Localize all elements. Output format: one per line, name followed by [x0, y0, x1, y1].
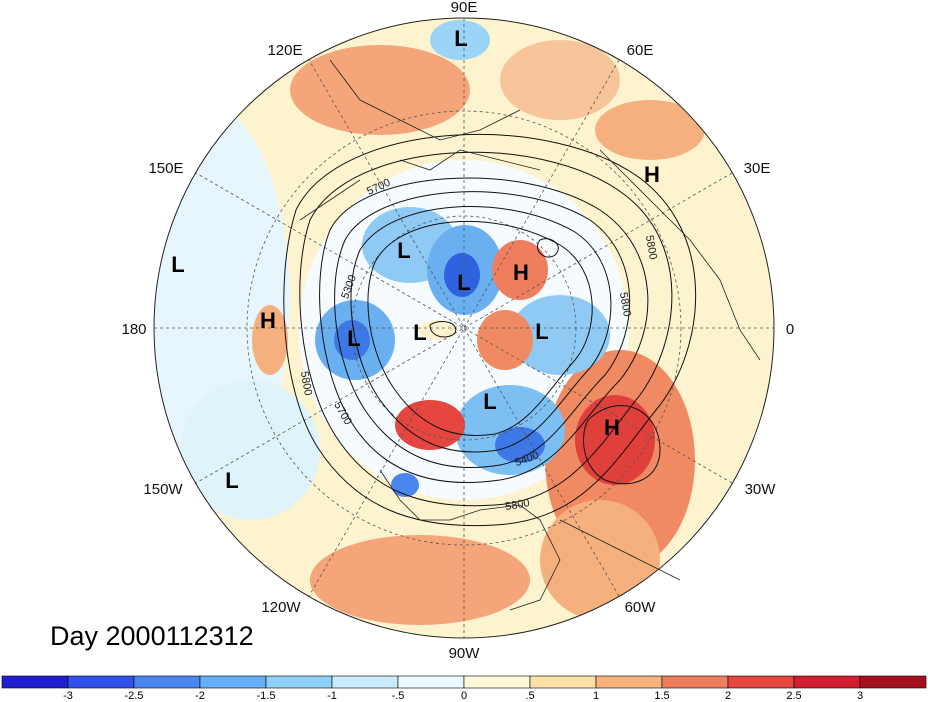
colorbar-tick-label: -3: [63, 690, 73, 702]
colorbar-swatch: [529, 675, 597, 689]
lon-label-120w: 120W: [261, 599, 301, 616]
coastlines: [299, 59, 761, 611]
pressure-centers: L H L L L H H L L L L H L L: [171, 26, 660, 493]
colorbar-swatch: [859, 675, 927, 689]
low-center: L: [457, 270, 470, 295]
colorbar-tick-label: -2.5: [125, 690, 144, 702]
colorbar-tick-label: -1.5: [257, 690, 276, 702]
longitude-labels: 90E 60E 30E 0 30W 60W 90W 120W 150W 180 …: [121, 0, 794, 662]
colorbar-swatch: [793, 675, 861, 689]
colorbar-tick-label: .5: [525, 690, 534, 702]
colorbar-swatch: [133, 675, 201, 689]
contour-label: 5800: [504, 497, 530, 513]
contour-label: 5800: [298, 370, 314, 396]
high-center: H: [513, 260, 529, 285]
colorbar-tick-label: -2: [195, 690, 205, 702]
colorbar-swatch: [1, 675, 69, 689]
high-center: H: [644, 162, 660, 187]
low-center: L: [535, 319, 548, 344]
lon-label-90e: 90E: [451, 0, 478, 16]
colorbar-tick-label: 1.5: [654, 690, 669, 702]
colorbar-tick-label: 2.5: [786, 690, 801, 702]
height-contours: [283, 133, 697, 527]
colorbar-tick-label: 2: [725, 690, 731, 702]
lon-label-150w: 150W: [143, 481, 183, 498]
low-center: L: [397, 238, 410, 263]
contour-label: 5800: [617, 291, 633, 317]
colorbar: -3 -2.5 -2 -1.5 -1 -.5 0 .5 1 1.5 2 2.5 3: [1, 675, 927, 702]
colorbar-swatch: [397, 675, 465, 689]
colorbar-swatch: [199, 675, 267, 689]
high-center: H: [260, 308, 276, 333]
day-title: Day 2000112312: [50, 621, 254, 651]
lon-label-30e: 30E: [744, 160, 771, 177]
lon-label-90w: 90W: [449, 645, 481, 662]
colorbar-swatch: [595, 675, 663, 689]
colorbar-swatch: [727, 675, 795, 689]
lon-label-150e: 150E: [148, 160, 183, 177]
lon-label-180: 180: [121, 321, 146, 338]
colorbar-tick-label: -.5: [392, 690, 405, 702]
low-center: L: [225, 468, 238, 493]
lon-label-120e: 120E: [267, 42, 302, 59]
contour-label: 5800: [643, 234, 659, 260]
colorbar-tick-label: 1: [593, 690, 599, 702]
colorbar-swatch: [265, 675, 333, 689]
colorbar-swatch: [331, 675, 399, 689]
low-center: L: [413, 320, 426, 345]
low-center: L: [171, 252, 184, 277]
colorbar-tick-label: -1: [327, 690, 337, 702]
lon-label-0: 0: [786, 321, 794, 338]
lon-label-60w: 60W: [625, 599, 657, 616]
colorbar-swatch: [661, 675, 729, 689]
lon-label-60e: 60E: [627, 42, 654, 59]
low-center: L: [483, 389, 496, 414]
low-center: L: [347, 326, 360, 351]
colorbar-tick-label: 3: [857, 690, 863, 702]
low-center: L: [454, 26, 467, 51]
graticule: [153, 17, 775, 639]
colorbar-tick-label: 0: [461, 690, 467, 702]
colorbar-swatch: [463, 675, 531, 689]
high-center: H: [604, 415, 620, 440]
lon-label-30w: 30W: [745, 481, 777, 498]
colorbar-swatch: [67, 675, 135, 689]
